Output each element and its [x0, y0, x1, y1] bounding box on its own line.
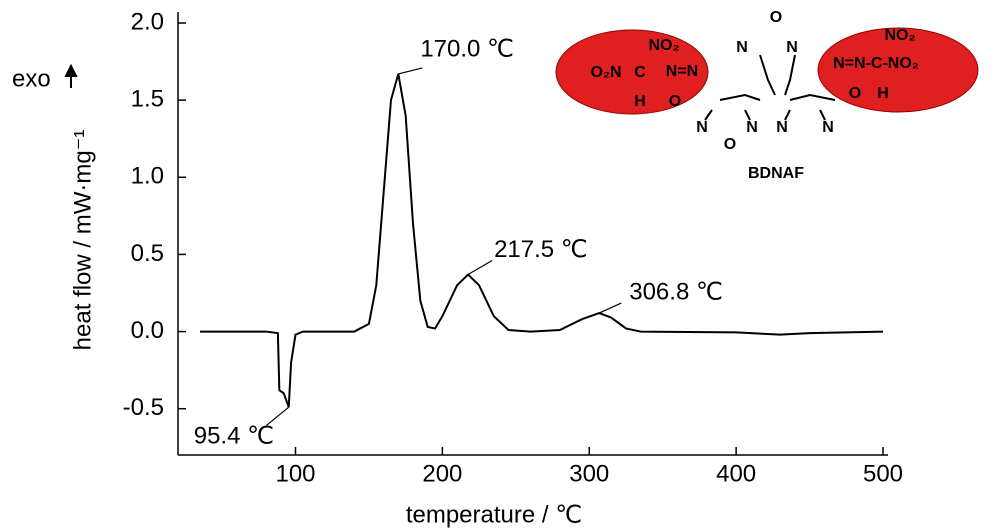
inset-label: N=N-C-NO₂	[833, 55, 919, 72]
inset-label: O	[724, 136, 736, 153]
x-axis-label: temperature / ℃	[406, 501, 582, 528]
annotation-leader	[266, 406, 290, 426]
inset-label: C	[634, 64, 646, 81]
exo-label: exo	[12, 65, 51, 92]
inset-name: BDNAF	[748, 165, 804, 182]
x-tick-label: 100	[275, 460, 315, 487]
inset-label: N	[746, 119, 758, 136]
inset-ellipse	[555, 29, 709, 115]
inset-label: O₂N	[590, 64, 621, 81]
inset-label: NO₂	[884, 27, 915, 44]
annotation: 306.8 ℃	[629, 278, 723, 305]
annotation: 170.0 ℃	[420, 35, 514, 62]
x-tick-label: 300	[569, 460, 609, 487]
y-tick-label: 0.0	[131, 317, 164, 344]
y-tick-label: -0.5	[123, 394, 164, 421]
x-tick-label: 400	[716, 460, 756, 487]
inset-label: N	[696, 119, 708, 136]
inset-label: O	[669, 93, 681, 110]
inset-label: N	[822, 119, 834, 136]
inset-label: N=N	[666, 63, 698, 80]
x-tick-label: 200	[422, 460, 462, 487]
annotation: 217.5 ℃	[494, 236, 588, 263]
annotation-leader	[598, 302, 622, 314]
annotation-leader	[398, 67, 423, 75]
x-tick-label: 500	[863, 460, 903, 487]
inset-bonds	[704, 54, 836, 121]
inset-label: H	[877, 85, 889, 102]
annotation-leader	[467, 259, 493, 276]
inset-label: NO₂	[648, 37, 679, 54]
annotation: 95.4 ℃	[194, 423, 274, 450]
inset-label: N	[786, 39, 798, 56]
y-tick-label: 0.5	[131, 240, 164, 267]
y-tick-label: 1.5	[131, 85, 164, 112]
inset-ellipse	[817, 27, 979, 113]
y-axis-label: heat flow / mW·mg⁻¹	[69, 130, 96, 351]
y-tick-label: 1.0	[131, 163, 164, 190]
curve	[200, 73, 884, 408]
y-tick-label: 2.0	[131, 8, 164, 35]
inset-label: N	[776, 119, 788, 136]
inset-label: N	[736, 39, 748, 56]
inset-label: O	[770, 9, 782, 26]
exo-arrow	[64, 63, 78, 88]
inset-label: H	[634, 93, 646, 110]
inset-label: O	[849, 85, 861, 102]
